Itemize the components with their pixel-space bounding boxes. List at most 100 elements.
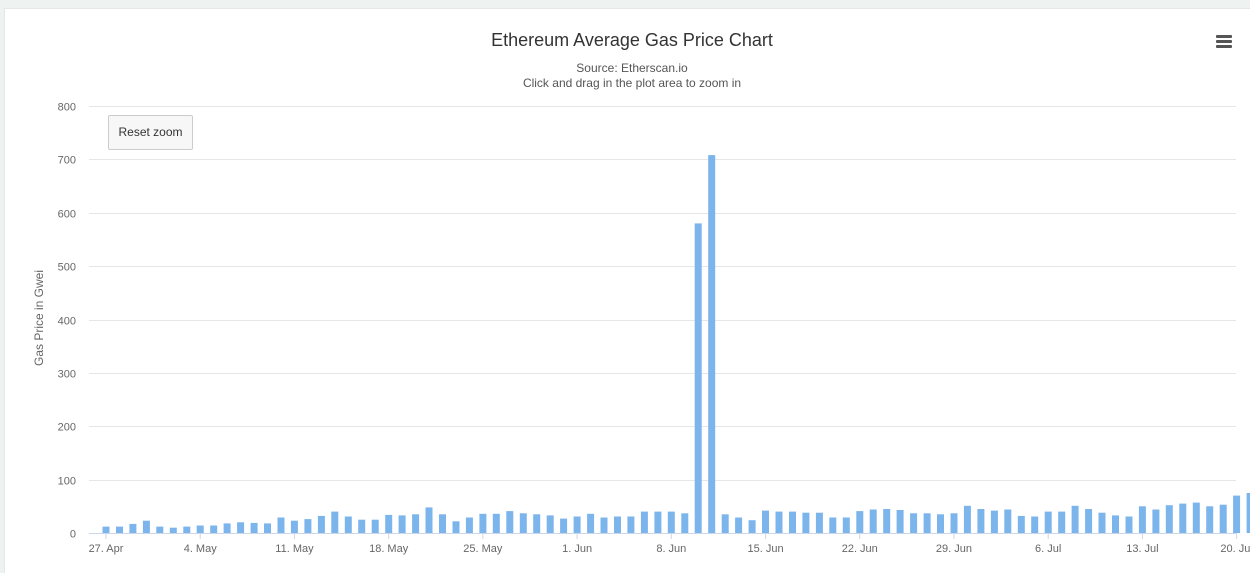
bar[interactable] — [869, 509, 877, 534]
bar[interactable] — [290, 520, 298, 533]
bar[interactable] — [264, 523, 271, 533]
bar[interactable] — [1152, 509, 1160, 534]
bar[interactable] — [990, 510, 998, 533]
bar[interactable] — [896, 510, 904, 533]
bar[interactable] — [519, 513, 527, 533]
chart-container — [4, 8, 1250, 573]
bar[interactable] — [883, 509, 891, 533]
bar[interactable] — [129, 523, 137, 533]
bar[interactable] — [223, 523, 231, 533]
bar[interactable] — [735, 517, 743, 534]
bar[interactable] — [142, 520, 150, 533]
bar[interactable] — [1179, 503, 1187, 533]
bar[interactable] — [1165, 505, 1173, 533]
bar[interactable] — [923, 513, 931, 533]
bar[interactable] — [533, 514, 541, 533]
bar[interactable] — [775, 511, 783, 533]
bar[interactable] — [1219, 504, 1227, 533]
bar[interactable] — [1246, 493, 1250, 533]
bar[interactable] — [627, 516, 635, 534]
bar[interactable] — [1058, 511, 1066, 533]
bar[interactable] — [1112, 515, 1119, 533]
x-tick-label: 15. Jun — [747, 543, 783, 555]
bar[interactable] — [371, 519, 379, 533]
bar[interactable] — [789, 511, 796, 533]
bar[interactable] — [331, 511, 339, 533]
bar[interactable] — [667, 511, 675, 533]
bar[interactable] — [1044, 511, 1052, 533]
bar[interactable] — [573, 516, 581, 534]
bar[interactable] — [963, 505, 971, 533]
bar[interactable] — [250, 522, 258, 533]
bar[interactable] — [1017, 515, 1025, 533]
bar[interactable] — [1233, 495, 1241, 533]
bar[interactable] — [1004, 509, 1012, 534]
bar[interactable] — [950, 513, 958, 533]
bar[interactable] — [937, 514, 944, 533]
x-tick-label: 4. May — [184, 543, 218, 555]
bar[interactable] — [102, 526, 110, 533]
bar[interactable] — [694, 223, 702, 533]
x-tick-label: 29. Jun — [936, 543, 972, 555]
bar[interactable] — [116, 526, 123, 533]
bar[interactable] — [452, 521, 460, 533]
bar[interactable] — [910, 513, 918, 533]
bar[interactable] — [277, 517, 285, 534]
bar[interactable] — [317, 515, 325, 533]
bar[interactable] — [412, 514, 420, 533]
bar[interactable] — [1098, 512, 1106, 533]
bar[interactable] — [748, 520, 756, 533]
bar[interactable] — [721, 514, 729, 533]
reset-zoom-button[interactable]: Reset zoom — [108, 115, 193, 150]
bar[interactable] — [385, 514, 393, 533]
x-tick-label: 11. May — [275, 543, 314, 555]
bar[interactable] — [681, 513, 689, 533]
x-tick-label: 6. Jul — [1035, 543, 1061, 555]
bar[interactable] — [425, 507, 433, 533]
bar[interactable] — [829, 517, 837, 534]
bar[interactable] — [762, 510, 769, 533]
bar[interactable] — [587, 513, 595, 533]
bar[interactable] — [479, 513, 487, 533]
bar[interactable] — [398, 515, 406, 533]
bar[interactable] — [506, 511, 514, 533]
bar[interactable] — [640, 511, 648, 533]
bar[interactable] — [856, 511, 864, 533]
chart-subtitle-zoom-hint: Click and drag in the plot area to zoom … — [522, 76, 742, 90]
bar[interactable] — [815, 512, 823, 533]
hamburger-menu-icon[interactable] — [1214, 34, 1234, 50]
bar[interactable] — [304, 519, 312, 533]
bar[interactable] — [237, 522, 245, 533]
bar[interactable] — [1125, 516, 1133, 534]
bar[interactable] — [708, 155, 716, 533]
bar[interactable] — [1138, 506, 1146, 533]
bar[interactable] — [439, 514, 446, 533]
bar[interactable] — [156, 526, 164, 533]
bar[interactable] — [1071, 505, 1079, 533]
bar[interactable] — [802, 512, 810, 533]
x-tick-label: 27. Apr — [89, 543, 124, 555]
bar[interactable] — [842, 517, 850, 534]
y-tick-label: 500 — [58, 262, 76, 274]
bar[interactable] — [1192, 502, 1200, 533]
bar[interactable] — [344, 516, 352, 534]
x-tick-label: 13. Jul — [1126, 543, 1158, 555]
bar[interactable] — [492, 513, 500, 533]
bar[interactable] — [183, 526, 191, 533]
bar[interactable] — [358, 519, 366, 533]
bar[interactable] — [977, 509, 985, 533]
bar[interactable] — [546, 515, 554, 533]
bar[interactable] — [196, 525, 204, 534]
bar[interactable] — [1206, 506, 1214, 533]
bar[interactable] — [1031, 516, 1039, 534]
bar[interactable] — [614, 516, 621, 534]
x-tick-label: 22. Jun — [842, 543, 878, 555]
bar[interactable] — [465, 517, 473, 534]
bar[interactable] — [560, 518, 568, 533]
bar[interactable] — [1085, 509, 1093, 533]
bar[interactable] — [600, 517, 608, 534]
bar[interactable] — [654, 511, 662, 533]
bar[interactable] — [210, 525, 218, 534]
bar[interactable] — [169, 527, 177, 533]
